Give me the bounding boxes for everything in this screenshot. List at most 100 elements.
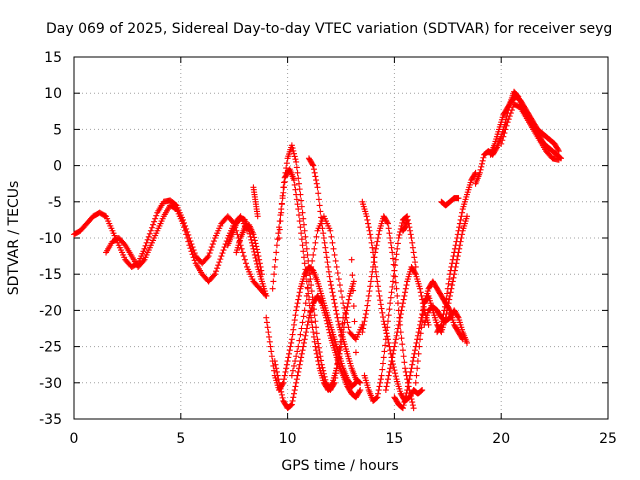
- data-point: [254, 213, 261, 220]
- data-point: [288, 142, 295, 149]
- data-point: [277, 212, 284, 219]
- data-point: [379, 366, 386, 373]
- data-point: [303, 272, 310, 279]
- data-point: [291, 390, 298, 397]
- data-point: [409, 244, 416, 251]
- data-point: [299, 242, 306, 249]
- data-point: [479, 157, 486, 164]
- data-point: [402, 285, 409, 292]
- data-point: [374, 238, 381, 245]
- data-point: [295, 296, 302, 303]
- data-point: [318, 357, 325, 364]
- data-point: [303, 325, 310, 332]
- data-point: [300, 313, 307, 320]
- data-point: [394, 325, 401, 332]
- data-point: [302, 332, 309, 339]
- data-point: [387, 235, 394, 241]
- data-point: [304, 321, 311, 328]
- data-point: [339, 294, 346, 301]
- data-point: [445, 280, 452, 287]
- data-point: [449, 282, 456, 289]
- data-point: [395, 321, 402, 328]
- series-track-4: [233, 221, 265, 278]
- data-point: [413, 339, 420, 346]
- data-point: [204, 254, 211, 261]
- data-point: [402, 365, 409, 372]
- data-point: [335, 358, 342, 365]
- series-track-5: [250, 184, 261, 220]
- data-point: [313, 180, 320, 187]
- data-point: [293, 376, 300, 383]
- data-point: [205, 253, 212, 260]
- data-point: [412, 259, 419, 266]
- data-point: [304, 251, 311, 258]
- y-tick-label: -30: [39, 376, 62, 392]
- data-point: [498, 140, 505, 147]
- data-point: [290, 326, 297, 333]
- data-point: [382, 336, 389, 343]
- y-tick-label: 10: [44, 86, 62, 102]
- data-point: [394, 292, 401, 299]
- data-point: [295, 180, 302, 187]
- data-point: [332, 303, 339, 310]
- data-point: [172, 205, 179, 212]
- data-point: [298, 203, 305, 210]
- data-point: [329, 289, 336, 296]
- data-point: [331, 300, 338, 307]
- data-point: [453, 238, 460, 245]
- data-point: [409, 399, 416, 406]
- data-point: [373, 242, 380, 249]
- data-point: [478, 160, 485, 167]
- data-point: [340, 300, 347, 307]
- data-point: [143, 239, 150, 246]
- data-point: [268, 348, 275, 355]
- data-point: [352, 333, 359, 340]
- data-point: [251, 237, 258, 244]
- data-point: [376, 292, 383, 299]
- data-point: [319, 225, 326, 232]
- data-point: [278, 388, 285, 395]
- data-point: [310, 300, 317, 307]
- y-tick-label: -10: [39, 231, 62, 247]
- data-point: [332, 257, 339, 264]
- data-point: [350, 287, 357, 294]
- data-point: [333, 365, 340, 372]
- data-point: [289, 331, 296, 338]
- data-point: [449, 256, 456, 263]
- y-tick-label: -25: [39, 340, 62, 356]
- data-point: [391, 267, 398, 274]
- data-point: [283, 160, 290, 167]
- data-point: [310, 162, 317, 169]
- data-point: [419, 311, 426, 318]
- data-point: [253, 246, 260, 253]
- data-point: [440, 311, 447, 318]
- data-point: [399, 303, 406, 310]
- data-point: [292, 383, 299, 390]
- data-point: [312, 173, 319, 180]
- data-point: [287, 343, 294, 350]
- y-tick-label: -5: [48, 195, 62, 211]
- data-point: [305, 278, 312, 285]
- data-point: [394, 329, 401, 336]
- data-point: [221, 244, 228, 251]
- data-point: [454, 313, 461, 320]
- data-point: [408, 235, 415, 241]
- data-point: [373, 394, 380, 401]
- data-point: [500, 133, 507, 140]
- data-point: [323, 249, 330, 256]
- data-point: [272, 361, 279, 368]
- data-point: [292, 312, 299, 319]
- data-point: [289, 397, 296, 404]
- data-point: [493, 145, 500, 152]
- data-point: [361, 318, 368, 325]
- y-tick-label: -20: [39, 303, 62, 319]
- data-point: [390, 261, 397, 268]
- data-point: [393, 285, 400, 292]
- data-point: [384, 219, 391, 226]
- data-point: [295, 368, 302, 375]
- data-point: [413, 372, 420, 379]
- data-point: [380, 314, 387, 321]
- data-point: [300, 221, 307, 228]
- data-point: [253, 243, 260, 250]
- data-point: [322, 244, 329, 251]
